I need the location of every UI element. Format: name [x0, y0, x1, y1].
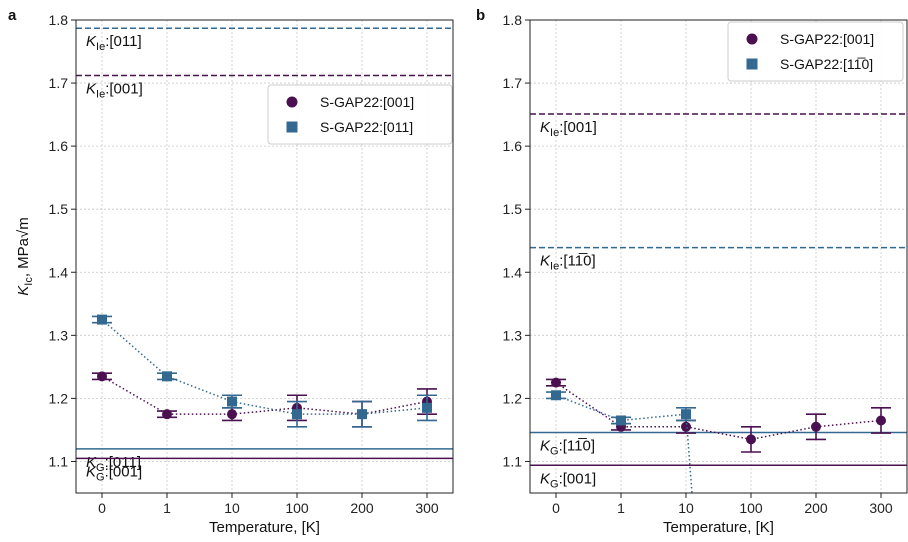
- series-line: [101, 319, 428, 415]
- reference-line-label: KIe:[11̅0]: [540, 253, 596, 273]
- legend: S-GAP22:[001] S-GAP22:[011]: [267, 84, 453, 145]
- legend-marker: [746, 58, 758, 70]
- y-tick-label: 1.6: [503, 138, 523, 154]
- series-line: [101, 375, 428, 415]
- y-tick-label: 1.5: [503, 201, 523, 217]
- x-tick-label: 300: [869, 500, 893, 516]
- data-point: [162, 371, 172, 382]
- legend-box: [267, 84, 453, 145]
- y-tick-label: 1.3: [49, 327, 69, 343]
- legend-marker: [746, 33, 758, 45]
- panel-letter: b: [476, 7, 485, 24]
- series-line: [555, 382, 882, 441]
- data-point: [876, 415, 886, 426]
- legend-label: S-GAP22:[001]: [780, 31, 874, 47]
- x-tick-label: 100: [285, 500, 309, 516]
- x-tick-label: 200: [804, 500, 828, 516]
- data-point: [551, 390, 561, 401]
- data-point: [162, 409, 172, 420]
- reference-line-label: KG:[001]: [86, 463, 142, 483]
- x-tick-label: 0: [552, 500, 560, 516]
- data-point: [227, 396, 237, 407]
- data-point: [681, 421, 691, 432]
- data-point: [746, 434, 756, 445]
- panel-a: 1.1 1.2 1.3 1.4 1.5 1.6 1.7 1.8 0 1 10 100 200 300 KIe…: [8, 7, 454, 536]
- data-point: [681, 409, 691, 420]
- legend-marker: [286, 121, 298, 133]
- y-axis-label: KIc, MPa√m: [15, 217, 35, 295]
- x-tick-label: 1: [617, 500, 625, 516]
- x-tick-label: 10: [224, 500, 240, 516]
- plot-frame: [75, 19, 454, 494]
- x-tick-label: 0: [98, 500, 106, 516]
- y-tick-label: 1.3: [503, 327, 523, 343]
- x-tick-label: 1: [163, 500, 171, 516]
- data-point: [97, 371, 107, 382]
- data-point: [97, 314, 107, 325]
- data-point: [616, 415, 626, 426]
- y-tick-label: 1.8: [503, 12, 523, 28]
- data-point: [292, 409, 302, 420]
- reference-line-label: KIe:[001]: [540, 119, 597, 139]
- reference-line-label: KIe:[011]: [86, 33, 142, 53]
- y-tick-label: 1.7: [49, 75, 69, 91]
- y-tick-label: 1.1: [49, 453, 69, 469]
- legend-box: [727, 21, 904, 82]
- x-axis-label: Temperature, [K]: [209, 519, 320, 536]
- legend-label: S-GAP22:[11̅0]: [780, 56, 873, 72]
- legend-marker: [286, 96, 298, 108]
- legend-label: S-GAP22:[001]: [320, 94, 414, 110]
- x-tick-label: 300: [415, 500, 439, 516]
- data-point: [551, 377, 561, 388]
- plot-frame: [529, 19, 908, 494]
- x-tick-label: 10: [678, 500, 694, 516]
- legend: S-GAP22:[001] S-GAP22:[11̅0]: [727, 21, 904, 82]
- y-tick-label: 1.8: [49, 12, 69, 28]
- reference-line-label: KG:[11̅0]: [540, 437, 595, 457]
- y-tick-label: 1.4: [49, 264, 69, 280]
- data-point: [811, 421, 821, 432]
- y-tick-label: 1.2: [49, 390, 69, 406]
- x-tick-label: 200: [350, 500, 374, 516]
- data-point: [357, 409, 367, 420]
- reference-line-label: KG:[001]: [540, 470, 596, 490]
- y-tick-label: 1.6: [49, 138, 69, 154]
- y-tick-label: 1.2: [503, 390, 523, 406]
- x-axis-label: Temperature, [K]: [663, 519, 774, 536]
- panel-letter: a: [8, 7, 17, 24]
- legend-label: S-GAP22:[011]: [320, 119, 413, 135]
- y-tick-label: 1.7: [503, 75, 523, 91]
- y-tick-label: 1.5: [49, 201, 69, 217]
- x-tick-label: 100: [739, 500, 763, 516]
- data-point: [422, 402, 432, 413]
- y-tick-label: 1.4: [503, 264, 523, 280]
- data-point: [227, 409, 237, 420]
- panel-b: 1.1 1.2 1.3 1.4 1.5 1.6 1.7 1.8 0 1 10 100 200 300 KIe…: [476, 7, 908, 536]
- y-tick-label: 1.1: [503, 453, 523, 469]
- reference-line-label: KIe:[001]: [86, 80, 143, 100]
